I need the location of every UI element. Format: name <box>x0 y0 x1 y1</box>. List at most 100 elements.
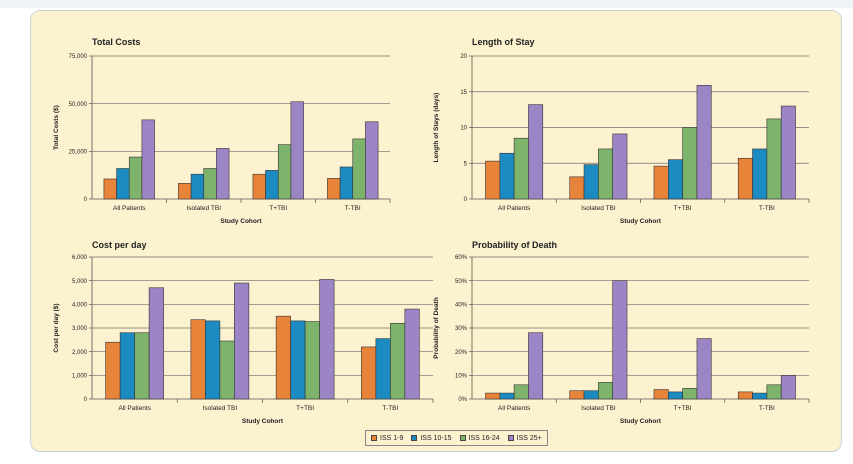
y-tick-label: 4,000 <box>72 303 88 309</box>
chart-title: Cost per day <box>92 240 147 250</box>
bar <box>528 104 544 200</box>
x-tick-label: Isolated TBI <box>186 205 221 212</box>
bar <box>485 392 501 400</box>
legend-item-iss-10-15: ISS 10-15 <box>411 435 452 442</box>
legend-item-iss-16-24: ISS 16-24 <box>459 434 500 442</box>
bar <box>352 138 366 200</box>
y-tick-label: 0 <box>464 197 468 203</box>
x-axis-label: Study Cohort <box>220 218 262 225</box>
bar <box>216 148 230 200</box>
bar <box>277 144 292 200</box>
y-tick-label: 60% <box>455 255 468 261</box>
y-tick-label: 0 <box>84 397 88 403</box>
bar <box>375 338 391 400</box>
chart-title: Probability of Death <box>472 240 557 250</box>
bar <box>598 148 613 200</box>
y-tick-label: 30% <box>455 326 468 332</box>
bar <box>682 127 698 200</box>
y-tick-label: 15 <box>460 90 467 96</box>
bar <box>105 341 121 400</box>
bar <box>766 384 782 400</box>
bar <box>390 322 406 400</box>
x-tick-label: T+TBI <box>269 205 287 212</box>
bar <box>668 159 683 200</box>
y-axis-label: Total Costs ($) <box>53 105 60 150</box>
bar <box>190 173 205 200</box>
bar <box>612 133 628 200</box>
bar <box>265 170 279 200</box>
bar <box>780 375 796 400</box>
caption-strip <box>0 0 853 8</box>
x-tick-label: T-TBI <box>382 405 398 412</box>
y-axis-label: Length of Stays (days) <box>433 93 440 163</box>
legend-swatch <box>507 435 514 441</box>
bar <box>234 282 250 400</box>
bar <box>499 392 515 400</box>
x-tick-label: All Patients <box>498 405 531 412</box>
bar <box>141 119 155 200</box>
y-tick-label: 50,000 <box>69 102 88 108</box>
y-tick-label: 10% <box>455 374 468 380</box>
bar <box>653 165 669 200</box>
y-tick-label: 10 <box>460 126 467 132</box>
bar <box>752 148 768 200</box>
bar <box>569 390 585 400</box>
x-tick-label: Isolated TBI <box>581 405 616 412</box>
bar <box>275 315 291 400</box>
bar <box>304 321 320 400</box>
bar <box>766 118 782 200</box>
bar <box>319 279 335 400</box>
bar <box>583 390 599 400</box>
x-axis-label: Study Cohort <box>620 218 662 225</box>
bar <box>780 105 796 200</box>
bar <box>339 166 354 200</box>
x-tick-label: All Patients <box>118 405 151 412</box>
y-tick-label: 2,000 <box>72 350 88 356</box>
legend-item-iss-1-9: ISS 1-9 <box>371 435 403 442</box>
x-tick-label: Isolated TBI <box>203 405 238 412</box>
legend-swatch <box>411 435 418 441</box>
x-tick-label: T+TBI <box>296 405 314 412</box>
chart-title: Length of Stay <box>472 37 535 47</box>
y-tick-label: 3,000 <box>72 326 88 332</box>
bar <box>513 137 529 200</box>
bar <box>327 178 341 200</box>
bar <box>119 332 135 400</box>
legend: ISS 1-9 ISS 10-15 ISS 16-24 ISS 25+ <box>365 430 548 446</box>
y-tick-label: 0% <box>458 397 467 403</box>
y-tick-label: 1,000 <box>72 374 88 380</box>
y-tick-label: 75,000 <box>69 54 88 60</box>
bar <box>696 338 712 400</box>
bar <box>653 389 669 400</box>
bar <box>178 183 192 200</box>
x-tick-label: Isolated TBI <box>581 205 616 212</box>
bar <box>583 164 599 200</box>
bar <box>499 152 515 200</box>
bar <box>103 178 117 200</box>
y-tick-label: 6,000 <box>72 255 88 261</box>
bar <box>737 157 753 200</box>
bar <box>404 308 420 400</box>
y-tick-label: 5,000 <box>72 279 88 285</box>
bar <box>134 332 150 400</box>
y-tick-label: 20% <box>455 350 468 356</box>
y-tick-label: 40% <box>455 303 468 309</box>
bar <box>205 320 221 400</box>
y-tick-label: 0 <box>84 197 88 203</box>
legend-label: ISS 25+ <box>516 434 542 442</box>
y-tick-label: 5 <box>464 161 468 167</box>
legend-label: ISS 16-24 <box>468 434 500 442</box>
bar <box>361 346 377 400</box>
bar <box>252 173 266 200</box>
bar <box>128 156 143 200</box>
bar <box>528 332 544 400</box>
bar <box>737 391 753 400</box>
bar <box>290 101 304 200</box>
bar <box>290 320 306 400</box>
y-tick-label: 25,000 <box>69 150 88 156</box>
bar <box>682 388 698 400</box>
bar <box>598 382 613 400</box>
x-tick-label: T+TBI <box>674 405 692 412</box>
x-tick-label: T-TBI <box>759 205 775 212</box>
